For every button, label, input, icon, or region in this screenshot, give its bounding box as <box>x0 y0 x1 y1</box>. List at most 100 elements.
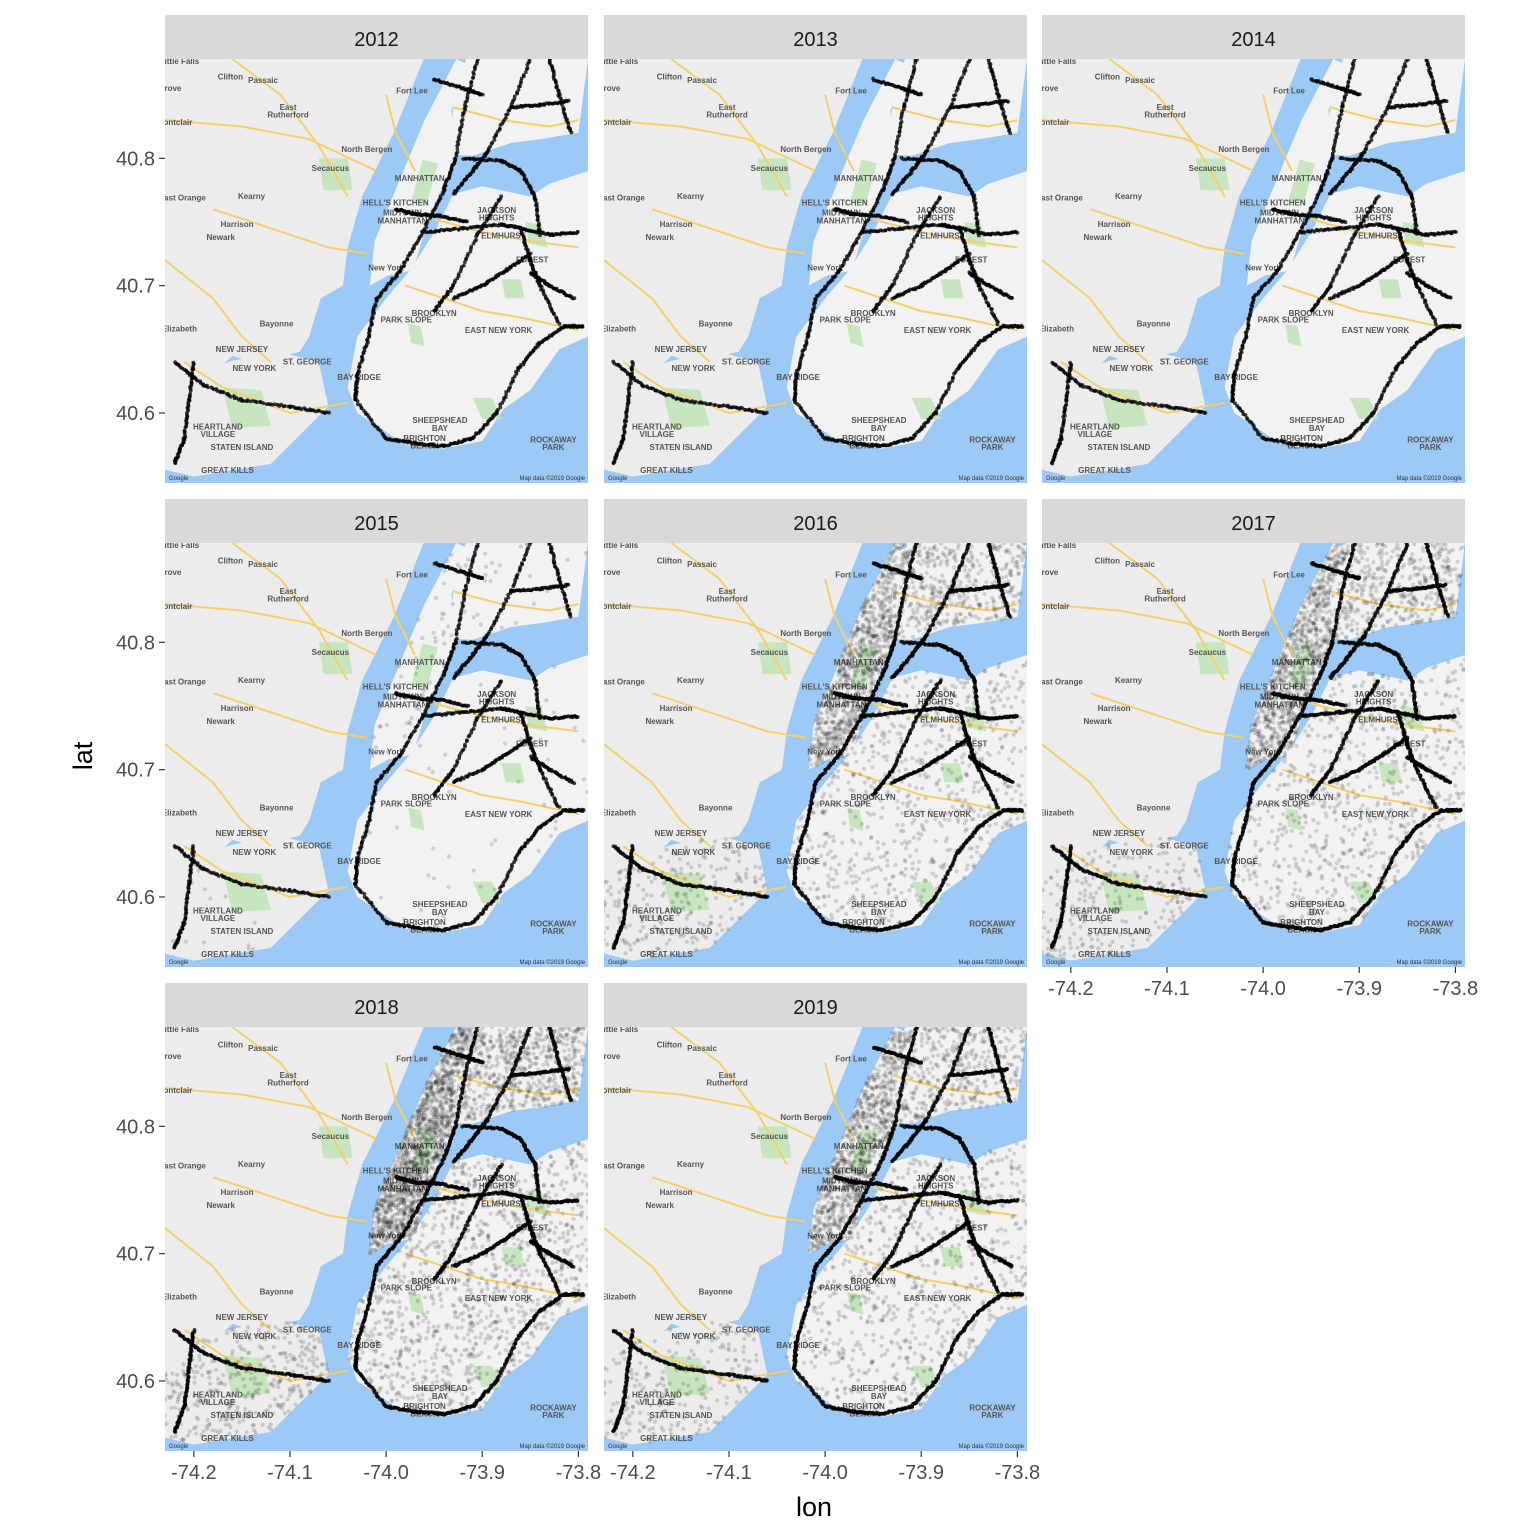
highway <box>1310 218 1456 249</box>
data-point <box>1354 229 1359 234</box>
map-label: HEARTLAND <box>632 423 682 432</box>
data-point <box>454 153 459 158</box>
data-point <box>451 191 456 196</box>
map-label: Bayonne <box>1137 319 1171 328</box>
data-point <box>463 588 467 593</box>
data-point <box>1347 76 1352 80</box>
data-point <box>455 147 460 151</box>
data-point <box>528 251 533 256</box>
highway <box>1042 119 1254 172</box>
highway <box>892 106 1018 128</box>
data-point <box>1302 230 1307 235</box>
data-point <box>1251 297 1256 302</box>
data-point <box>494 201 499 206</box>
data-point <box>883 228 888 233</box>
highway <box>1330 106 1456 128</box>
data-point <box>814 425 819 430</box>
data-point <box>480 92 485 97</box>
data-point <box>195 378 200 383</box>
map-label: BAY RIDGE <box>776 373 820 382</box>
map-label: Passaic <box>248 76 278 85</box>
data-point <box>937 403 941 408</box>
map-label: JACKSON <box>1354 206 1393 215</box>
data-point <box>967 251 972 256</box>
highway <box>1108 59 1226 197</box>
map-label: East Orange <box>1036 193 1084 202</box>
data-point <box>1245 327 1250 331</box>
map-label: Grove <box>158 84 182 93</box>
data-point <box>1434 322 1438 327</box>
data-point <box>413 725 418 730</box>
map-label: Harrison <box>221 704 254 713</box>
data-point <box>221 390 226 395</box>
data-point <box>919 92 923 97</box>
data-point <box>1370 204 1375 208</box>
data-point <box>535 209 539 214</box>
data-point <box>353 881 358 886</box>
data-point <box>805 335 810 340</box>
data-point <box>527 543 532 547</box>
data-point <box>374 781 379 786</box>
highway <box>404 768 579 816</box>
data-point <box>466 580 470 585</box>
data-point <box>580 324 585 329</box>
data-point <box>974 213 979 217</box>
data-point <box>458 612 463 617</box>
map-label: NEW YORK <box>232 848 276 857</box>
data-point <box>626 397 631 402</box>
map-label: Fort Lee <box>396 570 428 579</box>
map-label: JACKSON <box>916 206 955 215</box>
data-point <box>429 230 434 235</box>
data-point <box>575 229 580 234</box>
data-point <box>693 400 698 404</box>
data-point <box>460 113 465 118</box>
data-point <box>899 116 903 121</box>
map-label: VILLAGE <box>201 914 236 923</box>
data-point <box>189 379 194 384</box>
map-attribution: Map data ©2019 Google <box>520 475 586 482</box>
data-point <box>1010 296 1015 300</box>
data-point <box>930 139 935 144</box>
map-label: GREAT KILLS <box>1078 466 1131 475</box>
data-points <box>611 59 1025 466</box>
map-label: Secaucus <box>312 164 350 173</box>
data-point <box>1426 232 1431 236</box>
highway <box>1042 259 1149 363</box>
data-point <box>902 104 906 109</box>
data-point <box>909 242 914 247</box>
data-point <box>1340 156 1345 161</box>
data-point <box>1153 402 1158 407</box>
data-point <box>474 547 478 551</box>
data-point <box>1348 225 1352 229</box>
data-point <box>1364 214 1369 219</box>
highway <box>165 743 272 847</box>
data-point <box>370 802 374 806</box>
map-label: North Bergen <box>341 145 392 154</box>
data-point <box>499 194 504 199</box>
data-point <box>1369 135 1374 139</box>
data-point <box>987 303 991 308</box>
data-point <box>908 157 913 162</box>
data-point <box>498 405 503 410</box>
data-point <box>460 605 465 609</box>
data-point <box>1444 99 1449 104</box>
data-point <box>359 406 364 411</box>
data-point <box>1241 340 1246 345</box>
map-label: East <box>719 103 736 112</box>
map-label: East <box>1157 103 1174 112</box>
park <box>501 279 525 299</box>
data-point <box>630 360 635 364</box>
data-point <box>957 82 961 87</box>
data-point <box>708 402 713 406</box>
data-point <box>954 89 959 93</box>
data-point <box>369 323 373 328</box>
strip-background <box>165 499 588 543</box>
data-point <box>406 254 411 258</box>
map-label: MANHATTAN <box>1272 174 1322 183</box>
map-label: SHEEPSHEAD <box>1289 416 1344 425</box>
map-label: Elizabeth <box>162 324 197 333</box>
